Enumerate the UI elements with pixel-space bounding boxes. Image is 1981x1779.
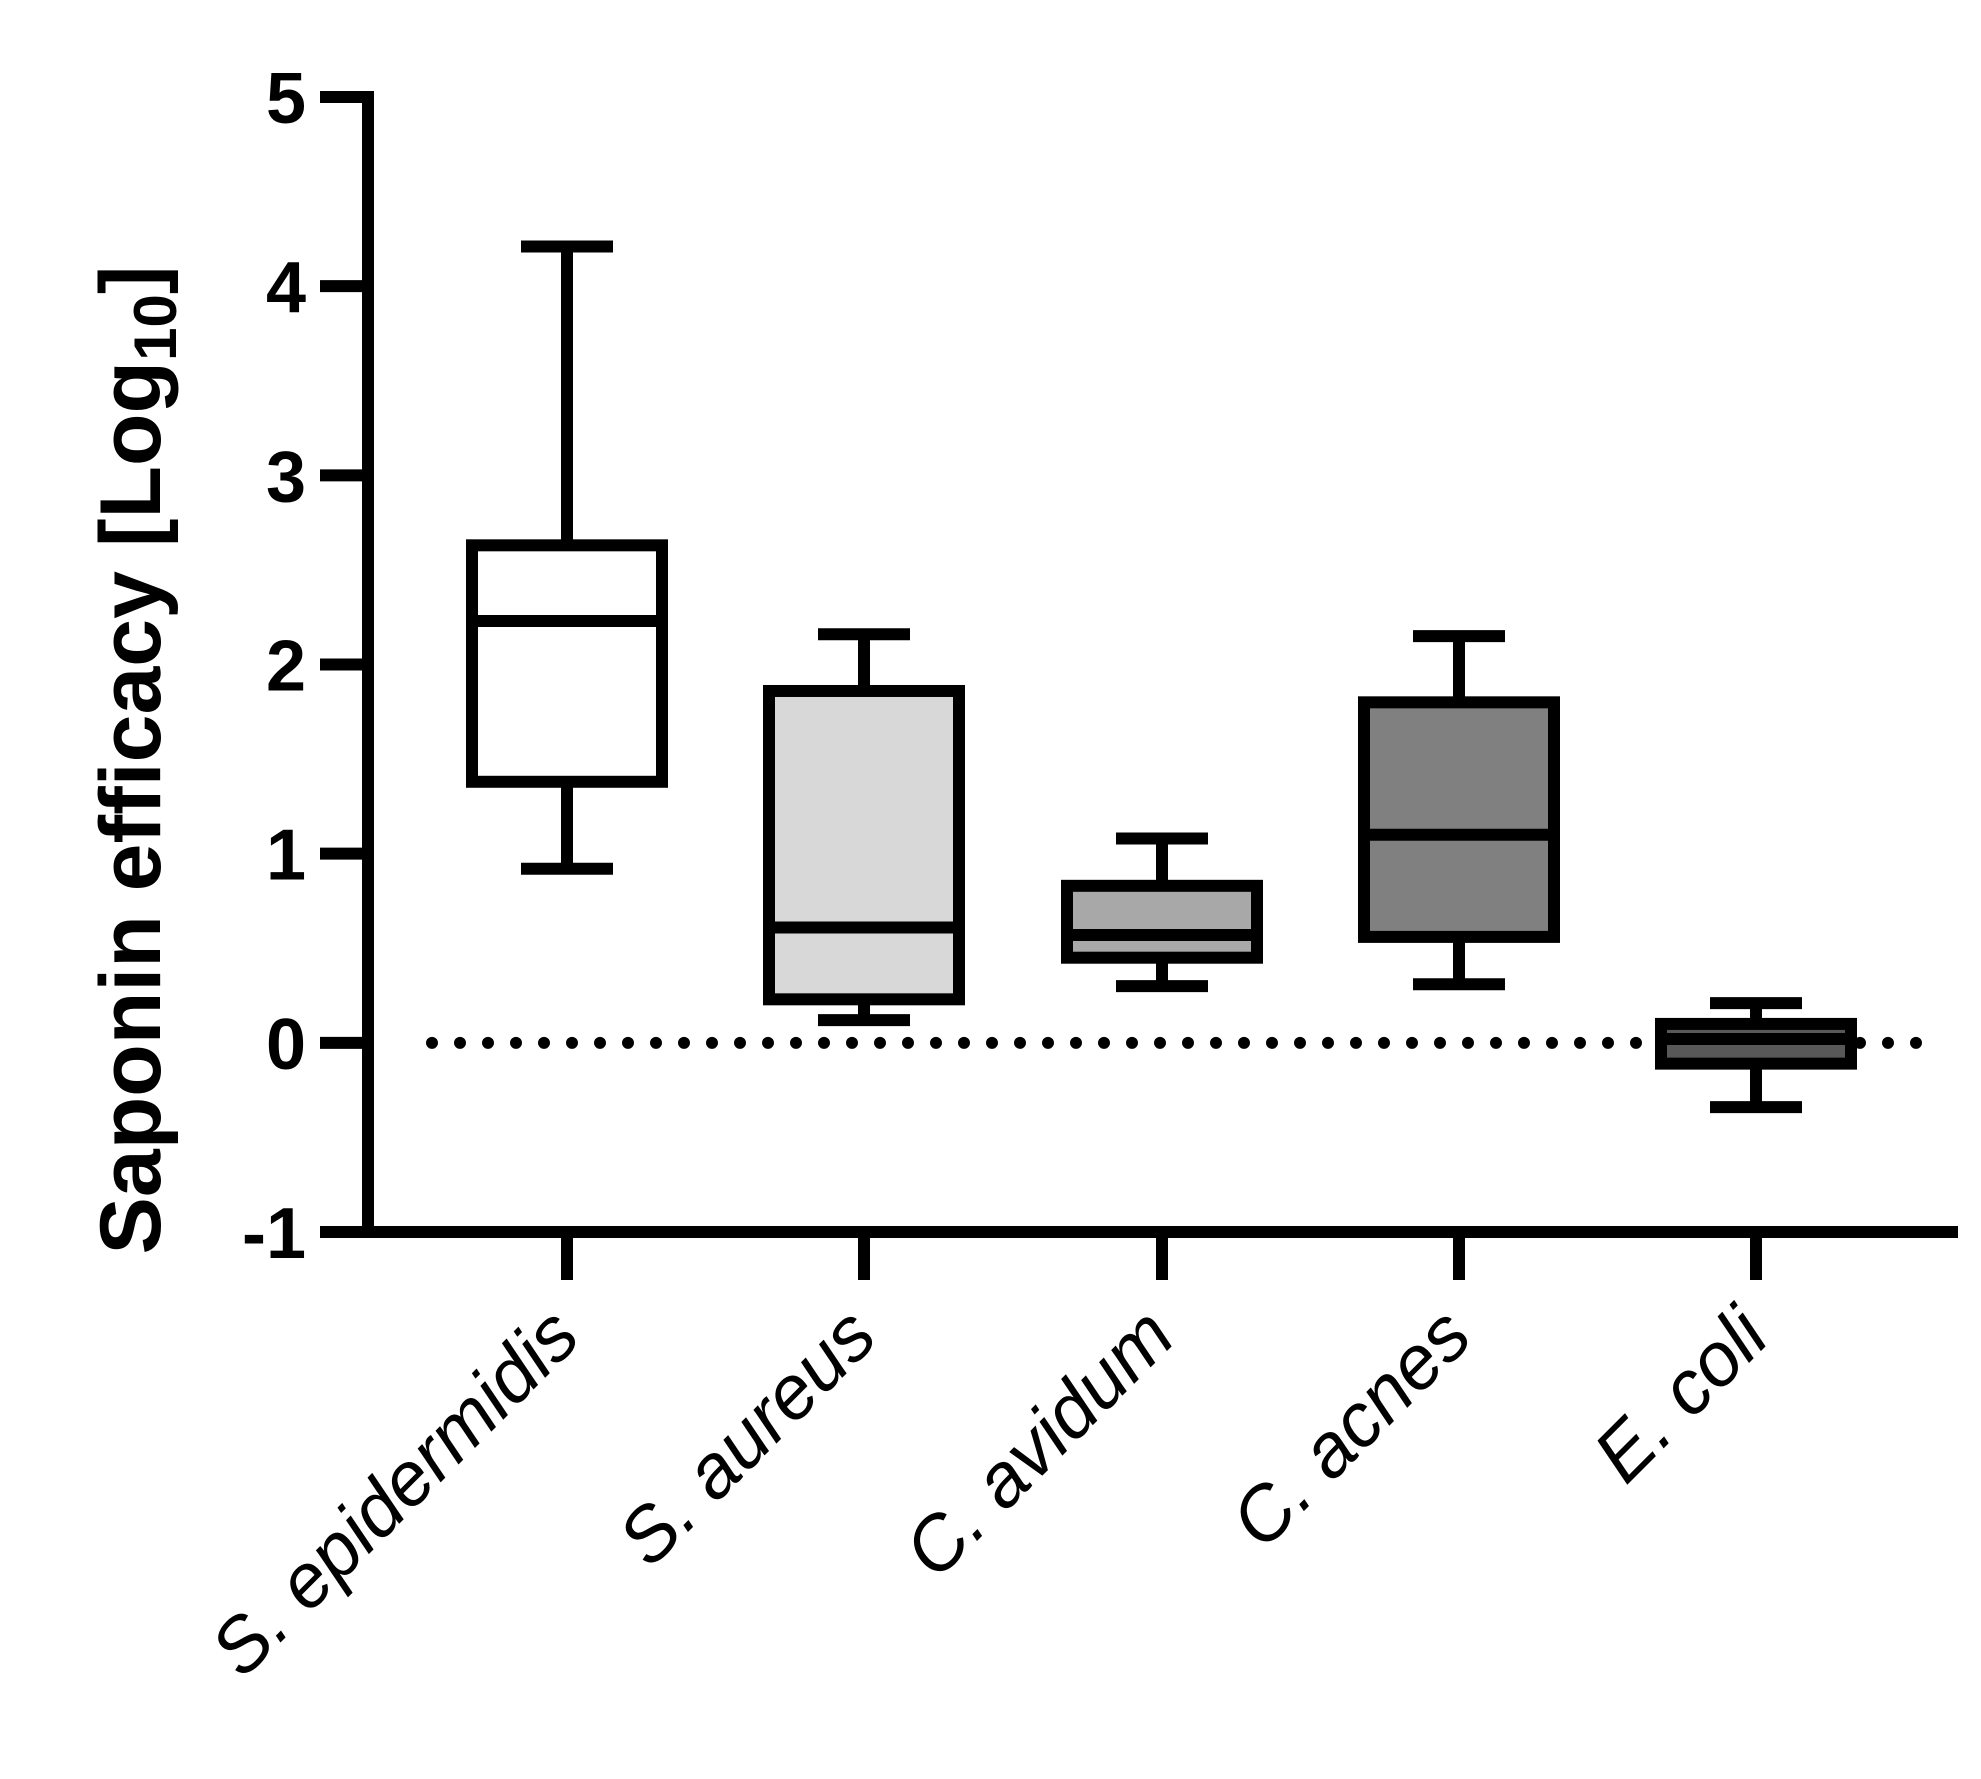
y-axis-title-subscript: 10 [122, 294, 189, 361]
box-group-s-epidermidis [466, 240, 668, 875]
box-group-e-coli [1655, 997, 1857, 1114]
x-category-label: C. acnes [1215, 1292, 1487, 1564]
x-category-label: C. avidum [888, 1292, 1190, 1594]
box-iqr [1061, 879, 1263, 964]
x-category-label: E. coli [1578, 1290, 1786, 1498]
box-group-c-avidum [1061, 832, 1263, 993]
y-tick-label: -1 [242, 1194, 306, 1274]
box-group-s-aureus [763, 628, 965, 1027]
box-iqr [1358, 696, 1560, 943]
y-axis-title-text: Saponin efficacy [Log [83, 361, 179, 1255]
y-tick-label: 2 [266, 627, 306, 707]
box-iqr [466, 539, 668, 788]
x-category-label: S. epidermidis [194, 1292, 595, 1693]
y-tick-label: 4 [266, 248, 306, 328]
y-tick-label: 3 [266, 437, 306, 517]
y-axis-title: Saponin efficacy [Log10] [83, 266, 189, 1255]
box-iqr [763, 684, 965, 1006]
svg-text:Saponin efficacy [Log10]: Saponin efficacy [Log10] [83, 266, 189, 1255]
y-tick-label: 0 [266, 1005, 306, 1085]
y-tick-label: 1 [266, 816, 306, 896]
x-category-label: S. aureus [602, 1292, 892, 1582]
y-tick-label: 5 [266, 59, 306, 139]
box-group-c-acnes [1358, 630, 1560, 991]
y-axis-title-suffix: ] [83, 266, 179, 295]
